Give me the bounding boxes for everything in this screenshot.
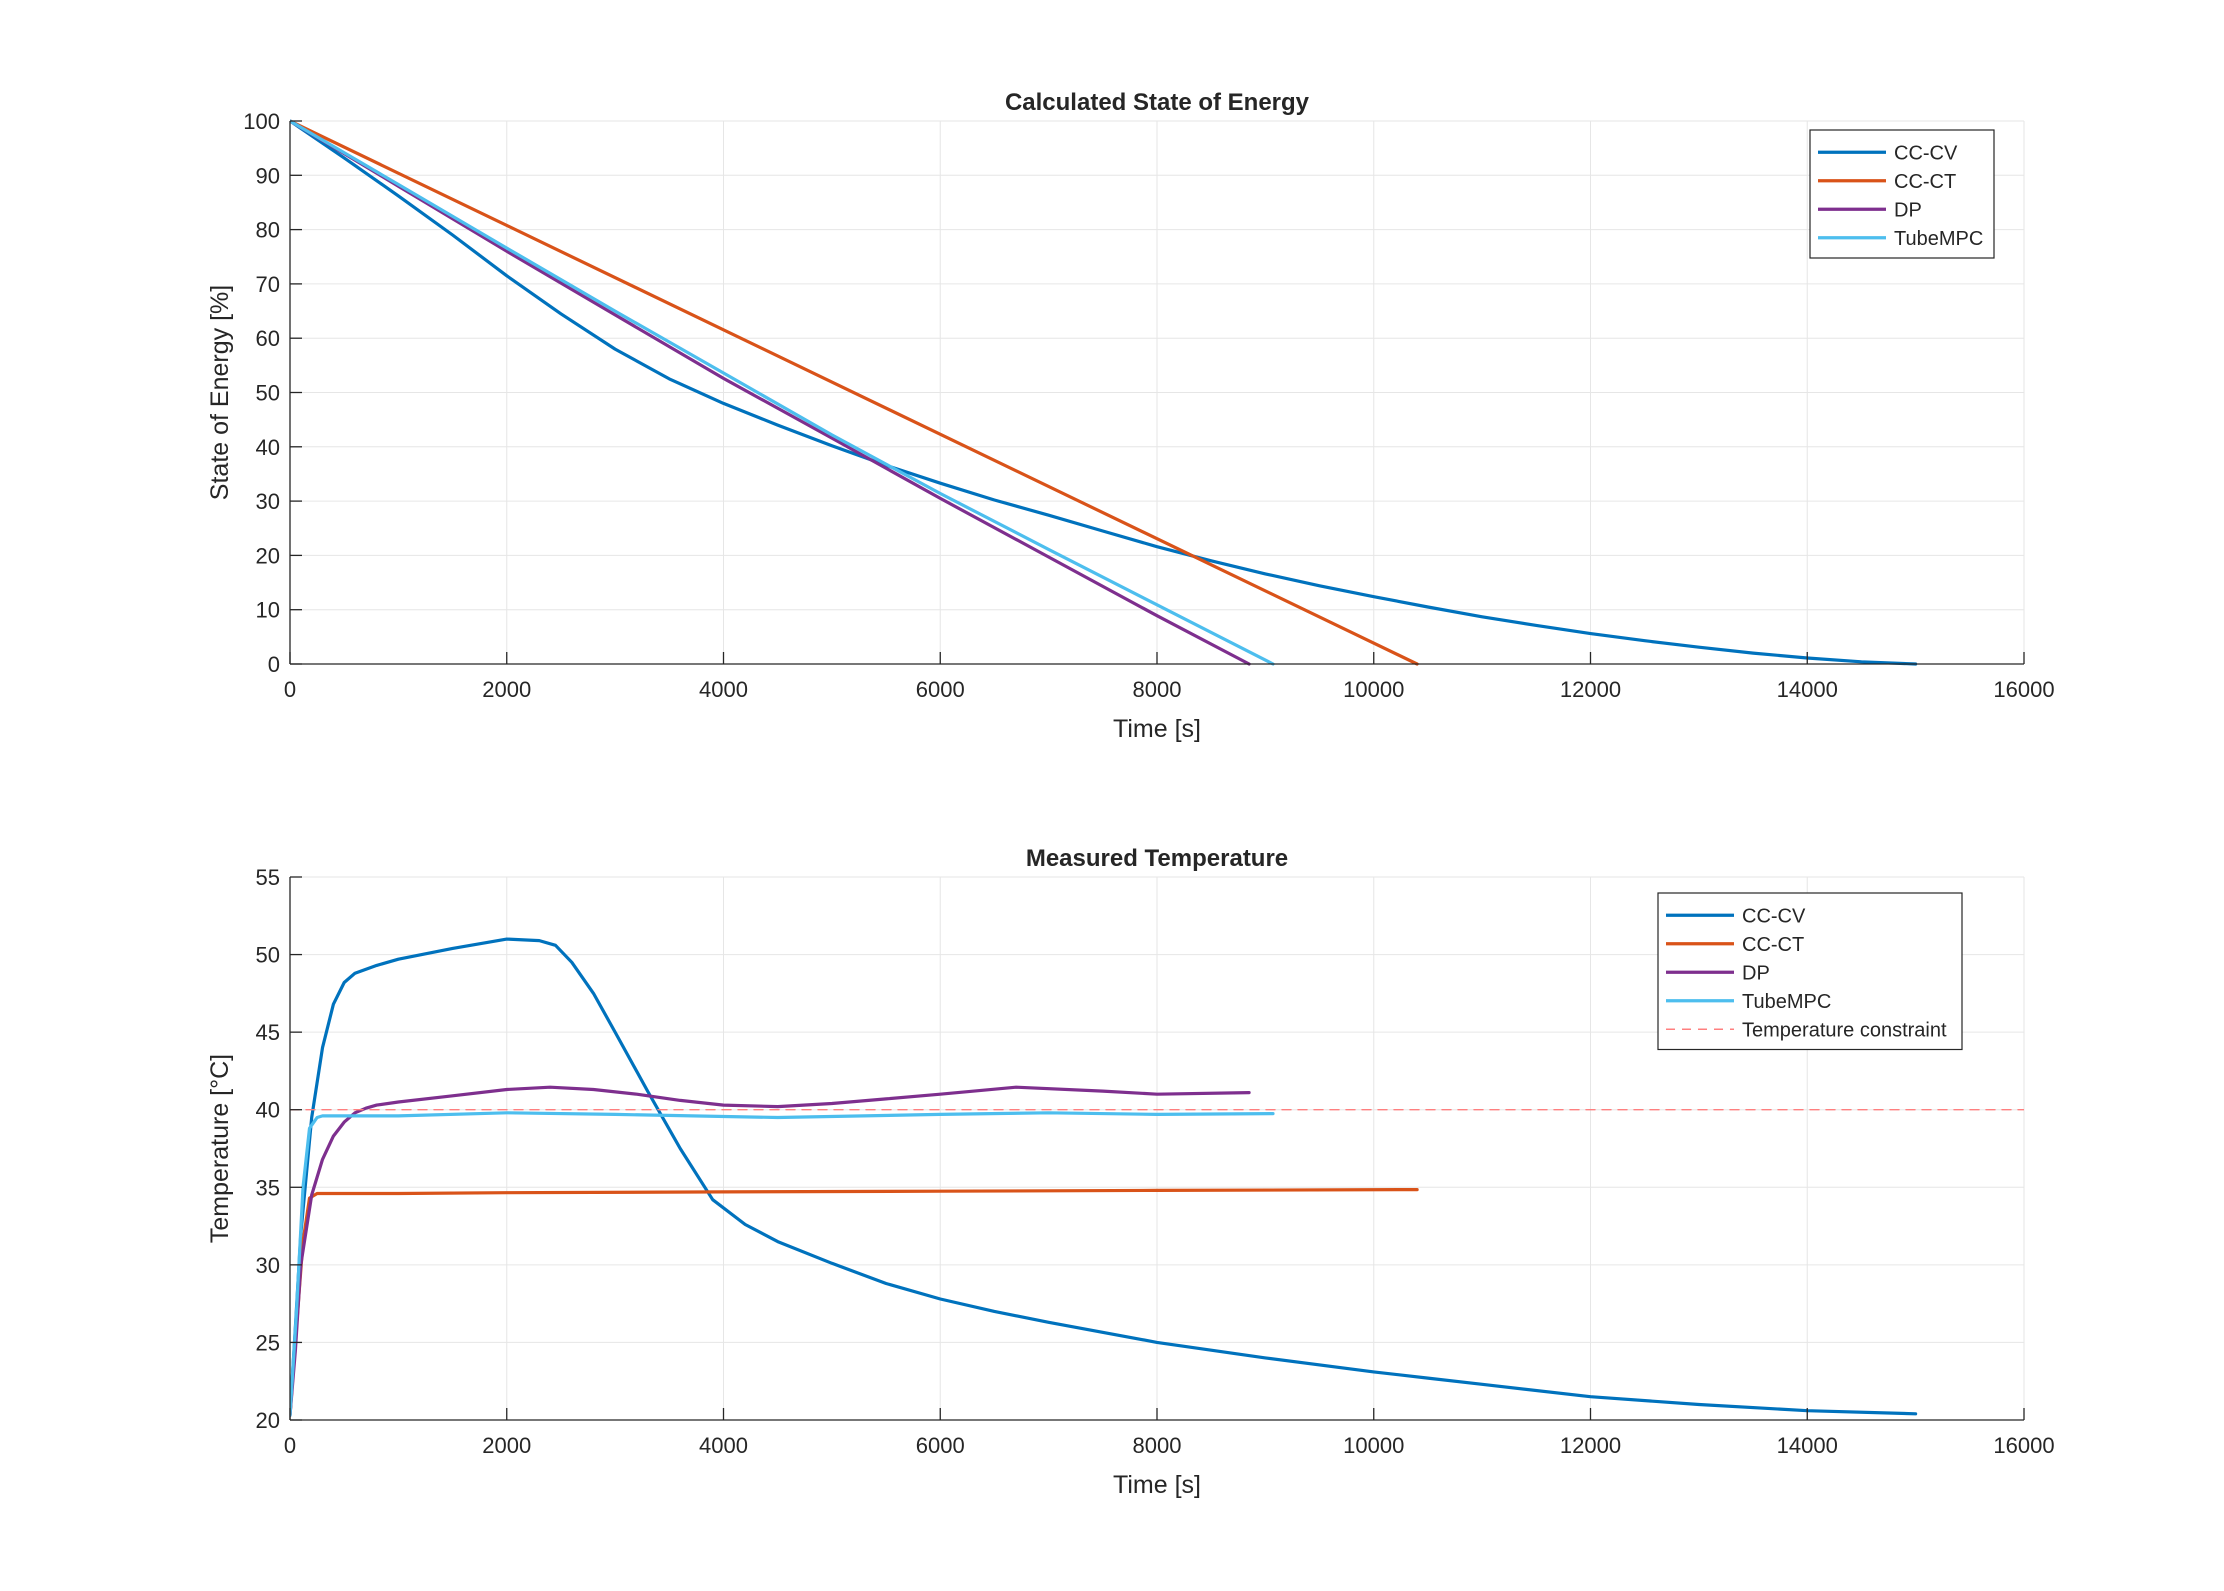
x-tick-label: 0 xyxy=(284,677,296,702)
x-tick-label: 8000 xyxy=(1133,677,1182,702)
series-line-cc-cv xyxy=(290,937,1918,1417)
legend-label: CC-CV xyxy=(1894,142,1958,164)
x-tick-label: 4000 xyxy=(699,1433,748,1458)
y-tick-label: 80 xyxy=(256,218,280,243)
x-tick-label: 14000 xyxy=(1777,1433,1838,1458)
chart-title: Measured Temperature xyxy=(1026,845,1288,872)
series-line-dp xyxy=(290,119,1251,666)
y-tick-label: 30 xyxy=(256,489,280,514)
series-line-tubempc xyxy=(290,119,1275,666)
axes-state-of-energy: 0 2000 4000 6000 8000 10000 12000 14000 16000 0 10… xyxy=(206,89,2055,743)
series-group xyxy=(290,937,2024,1417)
y-tick-label: 50 xyxy=(256,943,280,968)
x-tick-label: 6000 xyxy=(916,1433,965,1458)
legend-label: DP xyxy=(1894,199,1922,221)
series-line-tubempc xyxy=(290,1111,1275,1417)
legend-label: CC-CT xyxy=(1742,934,1804,956)
series-line-dp xyxy=(290,1085,1251,1417)
legend-label: DP xyxy=(1742,962,1770,984)
x-tick-label: 14000 xyxy=(1777,677,1838,702)
legend-label: Temperature constraint xyxy=(1742,1019,1947,1041)
y-tick-label: 40 xyxy=(256,1098,280,1123)
x-tick-label: 6000 xyxy=(916,677,965,702)
y-tick-label: 55 xyxy=(256,865,280,890)
y-tick-label: 50 xyxy=(256,381,280,406)
series-line-cc-ct xyxy=(290,119,1419,666)
x-axis-label: Time [s] xyxy=(1113,715,1201,743)
y-tick-label: 35 xyxy=(256,1175,280,1200)
y-tick-label: 45 xyxy=(256,1020,280,1045)
legend: CC-CV CC-CT DP TubeMPC Temperature constrain… xyxy=(1657,892,1963,1051)
x-axis-label: Time [s] xyxy=(1113,1471,1201,1499)
y-tick-label: 10 xyxy=(256,598,280,623)
x-tick-label: 2000 xyxy=(482,1433,531,1458)
y-tick-label: 20 xyxy=(256,1408,280,1433)
legend-label: TubeMPC xyxy=(1894,228,1983,250)
x-tick-label: 16000 xyxy=(1993,1433,2054,1458)
y-tick-label: 30 xyxy=(256,1253,280,1278)
x-tick-label: 4000 xyxy=(699,677,748,702)
y-tick-label: 25 xyxy=(256,1330,280,1355)
x-tick-label: 2000 xyxy=(482,677,531,702)
y-tick-label: 0 xyxy=(268,652,280,677)
axes-measured-temperature: 0 2000 4000 6000 8000 10000 12000 14000 16000 20 2… xyxy=(206,845,2055,1499)
y-tick-label: 60 xyxy=(256,326,280,351)
y-tick-label: 70 xyxy=(256,272,280,297)
x-tick-label: 16000 xyxy=(1993,677,2054,702)
series-group xyxy=(290,119,1918,666)
y-tick-label: 90 xyxy=(256,163,280,188)
y-tick-label: 20 xyxy=(256,543,280,568)
legend: CC-CV CC-CT DP TubeMPC xyxy=(1809,129,1995,259)
series-line-cc-cv xyxy=(290,119,1918,666)
legend-label: CC-CT xyxy=(1894,171,1956,193)
x-tick-label: 12000 xyxy=(1560,1433,1621,1458)
y-axis-label: Temperature [°C] xyxy=(206,1054,234,1243)
chart-title: Calculated State of Energy xyxy=(1005,89,1310,116)
x-tick-label: 8000 xyxy=(1133,1433,1182,1458)
legend-label: CC-CV xyxy=(1742,905,1806,927)
x-tick-label: 12000 xyxy=(1560,677,1621,702)
y-tick-label: 40 xyxy=(256,435,280,460)
x-tick-label: 0 xyxy=(284,1433,296,1458)
y-axis-label: State of Energy [%] xyxy=(206,285,234,500)
legend-label: TubeMPC xyxy=(1742,991,1831,1013)
y-tick-label: 100 xyxy=(243,109,280,134)
x-tick-label: 10000 xyxy=(1343,677,1404,702)
x-tick-label: 10000 xyxy=(1343,1433,1404,1458)
